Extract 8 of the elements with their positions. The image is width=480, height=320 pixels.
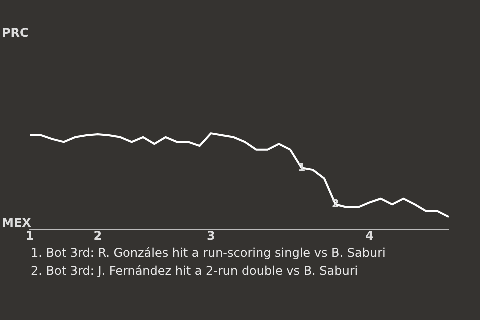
x-tick-label: 4 [366,228,374,243]
annotation: MEX [2,216,32,230]
x-tick-label: 3 [207,228,216,243]
text: 1. Bot 3rd: R. Gonzáles hit a run-scoring single vs B. Saburi [31,245,386,262]
text: PRC [2,26,29,40]
text: 2. Bot 3rd: J. Fernández hit a 2-run double vs B. Saburi [31,263,360,280]
x-tick-label: 1 [26,228,34,243]
x-tick-label: 2 [94,228,102,243]
